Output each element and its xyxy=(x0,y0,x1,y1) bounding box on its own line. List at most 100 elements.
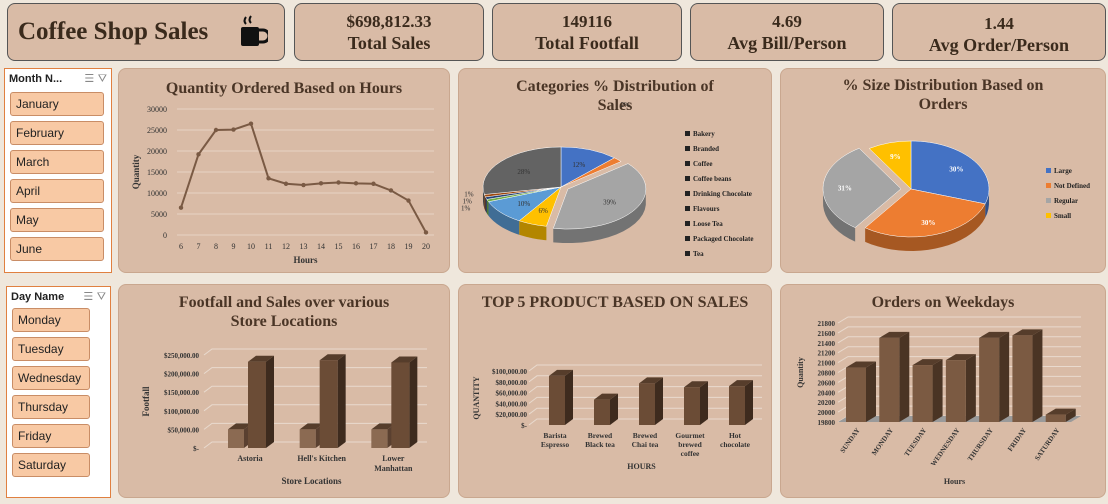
multi-select-icon[interactable]: ☰ xyxy=(83,290,94,303)
y-tick-label: 20000 xyxy=(147,147,167,156)
x-tick-label: Espresso xyxy=(541,440,569,449)
bar-weekday-side xyxy=(899,331,910,422)
slicer-item-march[interactable]: March xyxy=(10,150,104,174)
x-tick-label: MONDAY xyxy=(870,427,895,458)
y-tick-label: 15000 xyxy=(147,168,167,177)
gridline xyxy=(203,422,427,430)
bar-weekday xyxy=(1045,414,1066,422)
clear-filter-icon[interactable]: ⛛ xyxy=(97,72,107,85)
y-tick-label: 20200 xyxy=(818,399,836,407)
x-tick-label: 8 xyxy=(214,242,218,251)
gridline xyxy=(203,348,427,356)
bar-weekday-top xyxy=(879,331,910,338)
y-tick-label: $- xyxy=(193,445,200,453)
bar-footfall-top xyxy=(228,423,252,430)
series-line xyxy=(180,122,427,233)
y-tick-label: 21200 xyxy=(818,350,836,358)
slicer-item-wednesday[interactable]: Wednesday xyxy=(12,366,90,390)
gridline xyxy=(837,346,1081,354)
pie-slice-large xyxy=(910,140,990,205)
y-axis-label: QUANTITY xyxy=(472,376,481,419)
x-tick-label: 19 xyxy=(405,242,413,251)
legend-swatch xyxy=(685,236,690,241)
legend-swatch xyxy=(685,251,690,256)
slicer-item-friday[interactable]: Friday xyxy=(12,424,90,448)
slicer-item-april[interactable]: April xyxy=(10,179,104,203)
slicer-item-january[interactable]: January xyxy=(10,92,104,116)
slicer-item-tuesday[interactable]: Tuesday xyxy=(12,337,90,361)
bar-product-side xyxy=(655,377,663,425)
multi-select-icon[interactable]: ☰ xyxy=(84,72,95,85)
slicer-item-june[interactable]: June xyxy=(10,237,104,261)
y-tick-label: 0 xyxy=(163,231,167,240)
gridline xyxy=(203,441,427,449)
data-label: 10% xyxy=(517,200,530,208)
slicer-icons: ☰ ⛛ xyxy=(84,72,107,86)
legend-label: Not Defined xyxy=(1054,182,1090,190)
slicer-item-may[interactable]: May xyxy=(10,208,104,232)
data-point xyxy=(371,181,376,186)
bar-sales-top xyxy=(391,356,418,363)
gridline xyxy=(528,364,762,372)
bar-sales xyxy=(248,361,266,448)
kpi-value: 149116 xyxy=(561,12,613,31)
day-slicer-header: Day Name xyxy=(11,291,65,303)
chart-title: Footfall and Sales over various Store Lo… xyxy=(178,294,390,330)
bar-weekday-top xyxy=(1012,329,1043,336)
pie-slice-not-defined xyxy=(864,188,986,238)
kpi-avg-order: 1.44 Avg Order/Person xyxy=(892,3,1106,61)
x-tick-label: TUESDAY xyxy=(903,427,928,458)
gridline xyxy=(837,316,1081,324)
bar-product-side xyxy=(700,381,708,425)
legend-swatch xyxy=(685,221,690,226)
x-tick-label: 6 xyxy=(179,242,183,251)
y-tick-label: $100,000.00 xyxy=(164,408,200,416)
legend-swatch xyxy=(685,206,690,211)
locations-bar-chart: $- $50,000.00 $100,000.00 $150,000.00 $200,0… xyxy=(141,348,427,486)
products-bar-chart: $- $20,000.00 $40,000.00 $60,000.00 $80,000.… xyxy=(472,364,762,471)
bar-footfall xyxy=(371,429,388,448)
slicer-item-thursday[interactable]: Thursday xyxy=(12,395,90,419)
y-tick-label: $- xyxy=(521,422,528,430)
legend-label: Bakery xyxy=(693,130,715,138)
data-label: 1% xyxy=(461,204,471,212)
y-tick-label: 19800 xyxy=(818,419,836,427)
sizes-chart-card: % Size Distribution Based on Orders 30% 3… xyxy=(780,68,1106,273)
pie-slice-coffee xyxy=(552,163,647,230)
slicer-item-february[interactable]: February xyxy=(10,121,104,145)
x-tick-label: 18 xyxy=(387,242,395,251)
y-tick-label: 21600 xyxy=(818,330,836,338)
y-tick-label: 25000 xyxy=(147,126,167,135)
x-tick-label: 15 xyxy=(335,242,343,251)
x-tick-label: coffee xyxy=(681,449,700,458)
x-tick-label: Barista xyxy=(543,431,567,440)
bar-product xyxy=(639,383,655,425)
data-point xyxy=(353,181,359,186)
gridline xyxy=(528,375,762,383)
data-point xyxy=(388,188,394,193)
bar-weekday-top xyxy=(945,354,976,361)
data-label: 30% xyxy=(921,219,935,227)
bar-sales-side xyxy=(409,356,418,448)
data-point xyxy=(213,127,219,133)
bar-weekday xyxy=(879,337,900,422)
bar-product xyxy=(549,375,565,425)
legend-label: Coffee beans xyxy=(693,175,732,183)
legend-label: Packaged Chocolate xyxy=(693,235,753,243)
bar-product xyxy=(729,386,745,425)
bar-weekday-side xyxy=(866,361,876,422)
bar-weekday xyxy=(945,360,966,422)
slicer-item-saturday[interactable]: Saturday xyxy=(12,453,90,477)
x-tick-label: 12 xyxy=(282,242,290,251)
x-tick-label: chocolate xyxy=(720,440,751,449)
data-label: 12% xyxy=(572,161,585,169)
y-tick-label: $20,000.00 xyxy=(496,411,528,419)
slicer-item-monday[interactable]: Monday xyxy=(12,308,90,332)
x-tick-label: 10 xyxy=(247,242,255,251)
clear-filter-icon[interactable]: ⛛ xyxy=(96,290,106,303)
chart-title: Quantity Ordered Based on Hours xyxy=(165,80,403,97)
y-tick-label: $250,000.00 xyxy=(164,352,200,360)
x-tick-label: SATURDAY xyxy=(1033,427,1061,462)
data-label: 1% xyxy=(464,190,474,198)
pie-slice-side xyxy=(486,199,489,216)
